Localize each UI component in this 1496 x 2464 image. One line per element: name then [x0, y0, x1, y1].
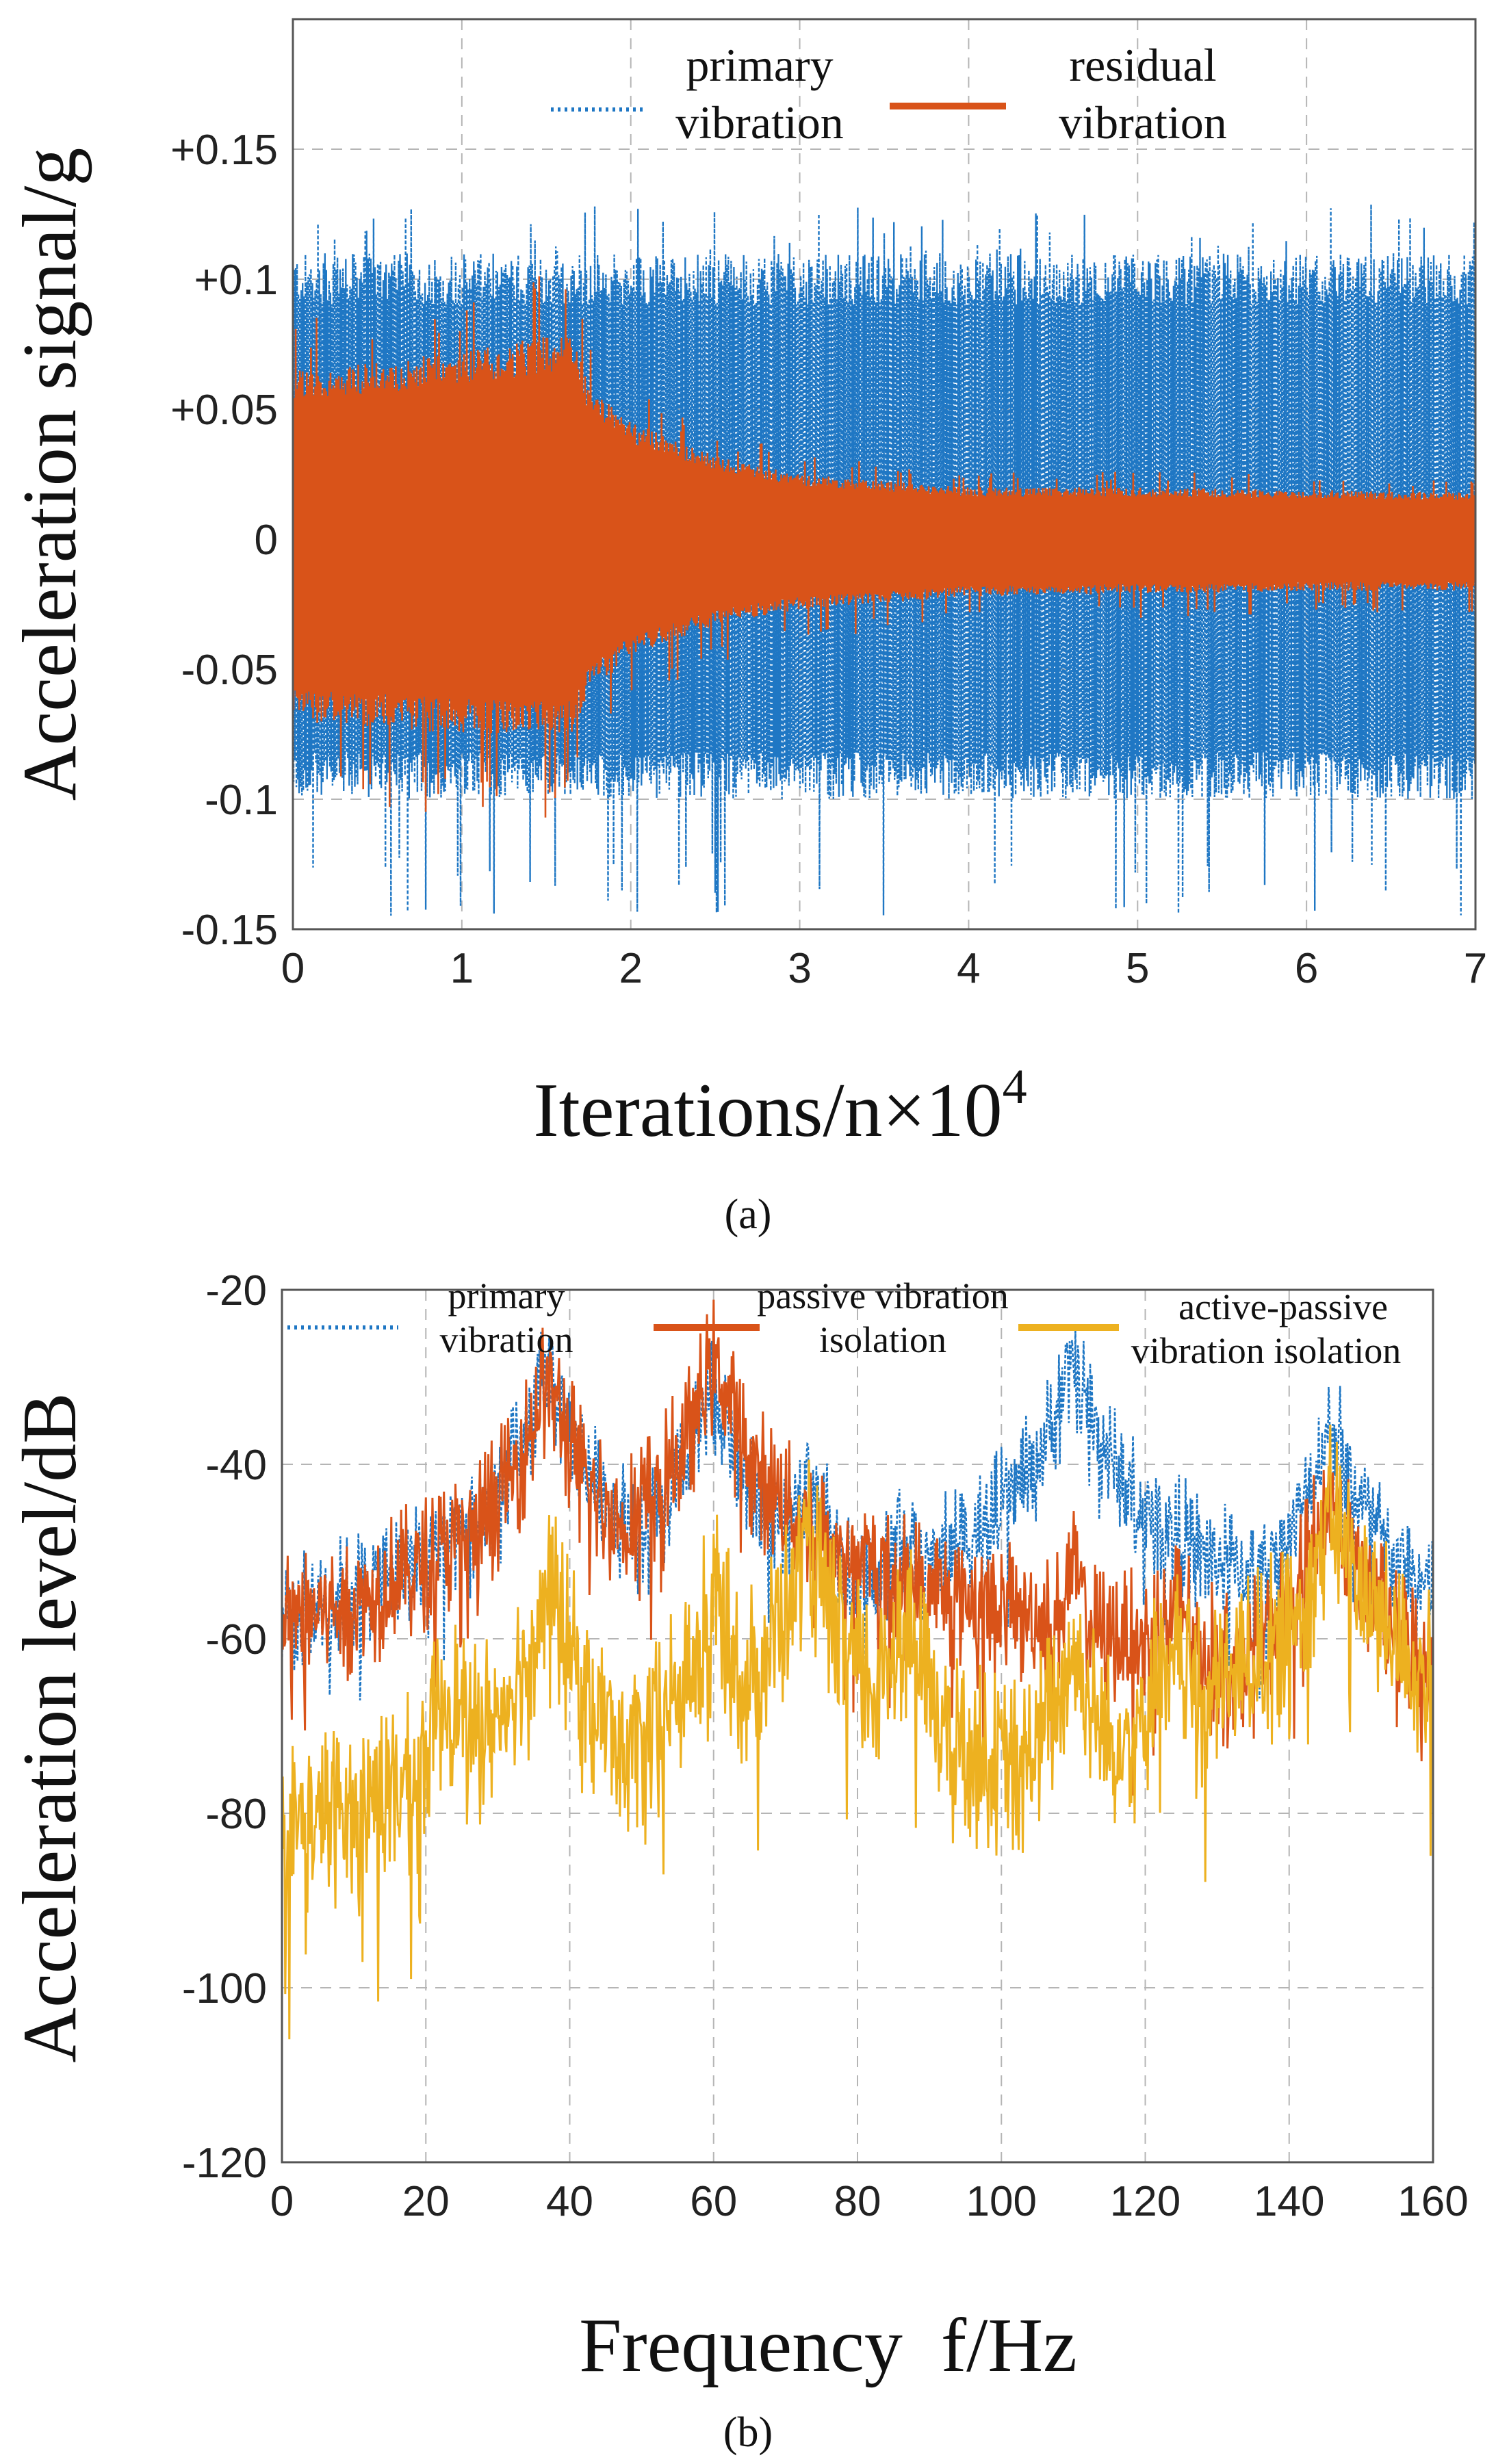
panel-b-x-tick-label: 40	[546, 2178, 593, 2225]
panel-a-series-residual-vibration	[292, 276, 1477, 818]
panel-b-y-tick-label: -120	[182, 2140, 267, 2187]
panel-a-x-ticks: 0 1 2 3 4 5 6 7	[281, 945, 1487, 992]
legend-a-residual-line1: residual	[1069, 39, 1216, 91]
panel-a-y-tick-label: -0.05	[181, 647, 278, 694]
panel-a-frame	[292, 18, 1477, 931]
panel-b-x-tick-label: 160	[1397, 2178, 1468, 2225]
panel-a-series	[292, 204, 1477, 916]
panel-b-x-tick-label: 80	[834, 2178, 881, 2225]
panel-a-caption: (a)	[725, 1191, 772, 1238]
panel-b-series	[281, 1299, 1434, 2040]
panel-b: -120 -100 -80 -60 -40 -20 0 20 40 60 80 100 120 140 1…	[8, 1267, 1469, 2456]
panel-a-x-axis-exponent: 4	[1003, 1059, 1027, 1114]
panel-b-x-axis-title: Frequency f/Hz	[579, 2303, 1077, 2388]
legend-a-primary-line2: vibration	[675, 96, 844, 148]
panel-b-x-ticks: 0 20 40 60 80 100 120 140 160	[270, 2178, 1469, 2225]
panel-a-x-axis-title: Iterations/n×104	[533, 1059, 1027, 1153]
panel-b-y-ticks: -120 -100 -80 -60 -40 -20	[182, 1267, 267, 2187]
panel-a-y-tick-label: 0	[255, 517, 278, 564]
legend-b-primary-line1: primary	[448, 1275, 565, 1317]
legend-b-active-line2: vibration isolation	[1131, 1330, 1401, 1371]
panel-b-x-tick-label: 120	[1110, 2178, 1181, 2225]
legend-b-passive-line2: isolation	[819, 1319, 946, 1360]
panel-b-frame	[281, 1288, 1434, 2164]
panel-a: -0.15 -0.1 -0.05 0 +0.05 +0.1 +0.15 0 1 2 3 4 5 6 7 A…	[8, 18, 1487, 1238]
panel-b-y-tick-label: -40	[205, 1442, 267, 1489]
panel-a-y-tick-label: -0.1	[205, 777, 278, 824]
panel-b-x-tick-label: 20	[402, 2178, 450, 2225]
legend-a-residual-line2: vibration	[1059, 96, 1227, 148]
panel-b-caption: (b)	[723, 2409, 773, 2456]
panel-b-y-tick-label: -100	[182, 1965, 267, 2012]
panel-a-x-tick-label: 5	[1126, 945, 1149, 992]
panel-a-x-tick-label: 0	[281, 945, 305, 992]
panel-a-y-ticks: -0.15 -0.1 -0.05 0 +0.05 +0.1 +0.15	[170, 127, 278, 954]
panel-a-x-tick-label: 1	[450, 945, 474, 992]
panel-b-x-tick-label: 60	[690, 2178, 737, 2225]
panel-b-y-tick-label: -80	[205, 1791, 267, 1838]
panel-a-legend: primary vibration residual vibration	[551, 39, 1227, 148]
panel-a-x-tick-label: 7	[1464, 945, 1487, 992]
legend-b-passive-line1: passive vibration	[757, 1275, 1008, 1317]
legend-b-active-line1: active-passive	[1178, 1286, 1388, 1327]
panel-b-y-tick-label: -60	[205, 1616, 267, 1663]
panel-a-y-axis-title: Acceleration signal/g	[8, 148, 92, 801]
panel-b-y-axis-title: Acceleration level/dB	[8, 1392, 92, 2063]
panel-a-y-tick-label: +0.15	[170, 127, 278, 174]
panel-a-y-tick-label: -0.15	[181, 907, 278, 954]
panel-b-series-active-passive-vibration-isolation	[281, 1425, 1434, 2040]
panel-b-x-tick-label: 0	[270, 2178, 294, 2225]
panel-b-x-tick-label: 100	[966, 2178, 1037, 2225]
panel-b-x-tick-label: 140	[1254, 2178, 1324, 2225]
panel-a-x-tick-label: 2	[619, 945, 642, 992]
legend-b-primary-line2: vibration	[440, 1319, 573, 1360]
panel-a-y-tick-label: +0.1	[194, 257, 278, 304]
panel-b-y-tick-label: -20	[205, 1267, 267, 1314]
panel-a-x-tick-label: 3	[788, 945, 811, 992]
panel-a-x-tick-label: 4	[957, 945, 980, 992]
panel-b-legend: primary vibration passive vibration isol…	[287, 1275, 1401, 1371]
panel-a-x-axis-title-main: Iterations/n×10	[533, 1068, 1002, 1153]
legend-a-primary-line1: primary	[686, 39, 833, 91]
panel-a-x-tick-label: 6	[1295, 945, 1318, 992]
panel-a-y-tick-label: +0.05	[170, 387, 278, 434]
